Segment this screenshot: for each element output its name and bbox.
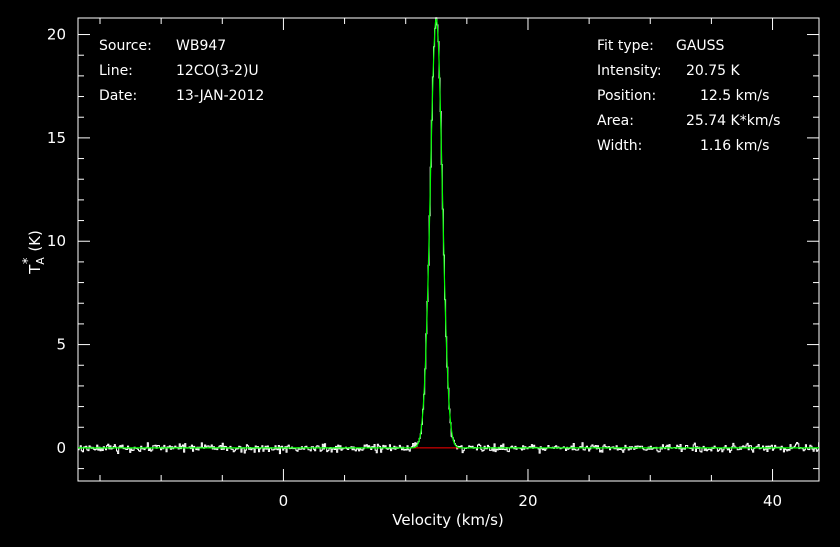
info-area-key: Area: (597, 113, 634, 129)
axis-ticks: 0 20 40 0 5 10 15 20 (47, 18, 819, 510)
y-tick-label: 0 (56, 439, 66, 457)
info-panel-right: Fit type: GAUSS Intensity: 20.75 K Posit… (597, 38, 780, 154)
info-position-key: Position: (597, 88, 656, 104)
y-tick-label: 15 (47, 129, 66, 147)
info-width-value: 1.16 km/s (700, 138, 769, 154)
axes-box (77, 17, 820, 482)
y-tick-label: 5 (56, 336, 66, 354)
info-position-value: 12.5 km/s (700, 88, 769, 104)
info-fit-type-value: GAUSS (676, 38, 725, 54)
y-axis-label: TA* (K) (21, 230, 47, 275)
info-line-key: Line: (99, 63, 133, 79)
info-source-value: WB947 (176, 38, 226, 54)
info-source-key: Source: (99, 38, 152, 54)
data-series (78, 17, 820, 455)
info-fit-type-key: Fit type: (597, 38, 654, 54)
info-intensity-key: Intensity: (597, 63, 662, 79)
x-axis-label: Velocity (km/s) (392, 511, 503, 529)
info-date-value: 13-JAN-2012 (176, 88, 264, 104)
y-axis-label-base: T (26, 264, 44, 275)
y-axis-label-sup: * (21, 257, 36, 264)
y-tick-label: 10 (47, 232, 66, 250)
info-intensity-value: 20.75 K (686, 63, 741, 79)
x-tick-label: 0 (279, 492, 289, 510)
y-axis-label-unit: (K) (26, 230, 44, 252)
x-tick-label: 20 (518, 492, 537, 510)
info-date-key: Date: (99, 88, 137, 104)
y-axis-label-sub: A (34, 257, 47, 265)
y-tick-label: 20 (47, 26, 66, 44)
gauss-fit-line (78, 18, 819, 449)
x-tick-label: 40 (763, 492, 782, 510)
info-panel-left: Source: WB947 Line: 12CO(3-2)U Date: 13-… (99, 38, 264, 104)
svg-text:TA*(K): TA* (K) (21, 230, 47, 275)
plot-frame (77, 17, 820, 482)
info-line-value: 12CO(3-2)U (176, 63, 259, 79)
info-area-value: 25.74 K*km/s (686, 113, 780, 129)
info-width-key: Width: (597, 138, 642, 154)
